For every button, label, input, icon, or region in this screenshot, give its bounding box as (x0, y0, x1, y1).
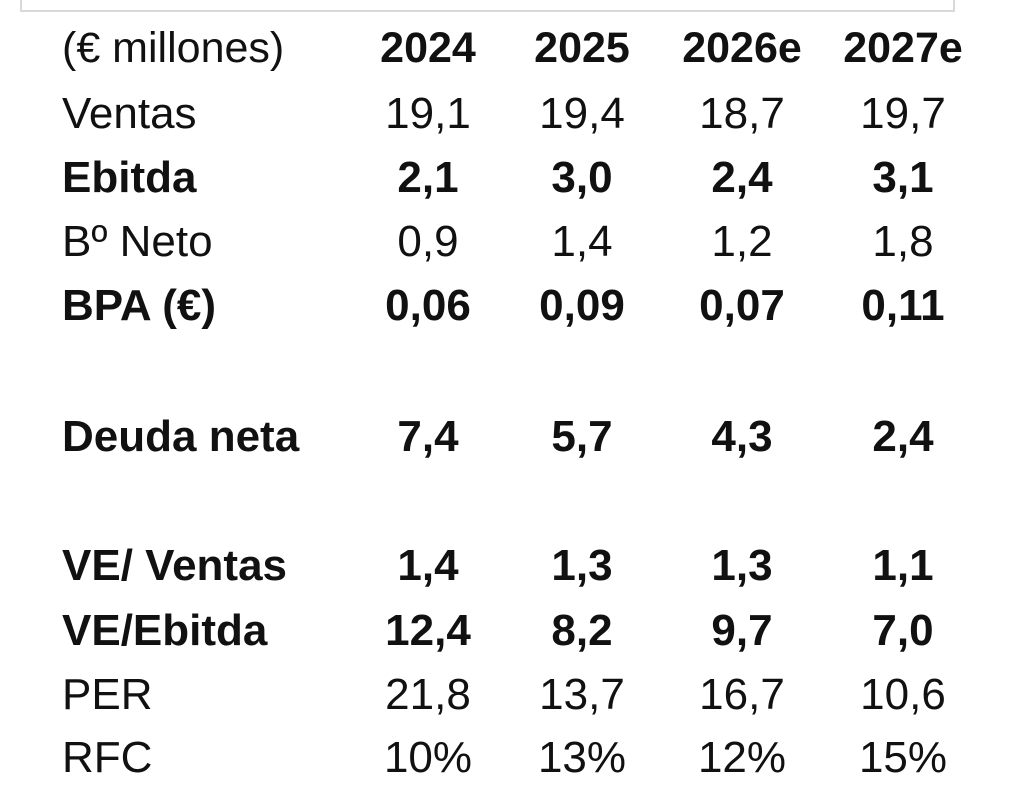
cell-2025: 13% (537, 733, 627, 782)
cell-2026e: 9,7 (711, 606, 773, 655)
cell-2024: 19,1 (385, 89, 471, 138)
cell-2027e: 10,6 (860, 670, 946, 719)
table-row-ventas: Ventas 19,1 19,4 18,7 19,7 (0, 84, 1025, 144)
cell-2027e: 1,1 (872, 541, 934, 590)
cell-2025: 5,7 (551, 412, 613, 461)
cell-2024: 7,4 (397, 412, 459, 461)
cell-2025: 0,09 (539, 281, 625, 330)
cell-2027e: 19,7 (860, 89, 946, 138)
cell-2026e: 18,7 (699, 89, 785, 138)
cell-2027e: 1,8 (872, 217, 934, 266)
row-label: Bº Neto (62, 217, 213, 266)
cell-2027e: 3,1 (872, 153, 934, 202)
cell-2024: 0,06 (385, 281, 471, 330)
header-year-2024: 2024 (380, 24, 476, 72)
table-header-row: (€ millones) 2024 2025 2026e 2027e (0, 18, 1025, 78)
table-row-bpa: BPA (€) 0,06 0,09 0,07 0,11 (0, 276, 1025, 336)
header-units-label: (€ millones) (62, 24, 285, 72)
row-label: RFC (62, 733, 153, 782)
row-label: VE/Ebitda (62, 606, 268, 655)
cell-2024: 1,4 (397, 541, 459, 590)
table-row-per: PER 21,8 13,7 16,7 10,6 (0, 665, 1025, 725)
cell-2026e: 16,7 (699, 670, 785, 719)
cell-2026e: 0,07 (699, 281, 785, 330)
cell-2027e: 0,11 (861, 281, 945, 330)
row-label: BPA (€) (62, 281, 216, 330)
cell-2026e: 2,4 (711, 153, 773, 202)
cell-2027e: 7,0 (872, 606, 934, 655)
cell-2026e: 4,3 (711, 412, 773, 461)
cell-2025: 8,2 (551, 606, 613, 655)
cell-2026e: 12% (697, 733, 787, 782)
cell-2024: 0,9 (397, 217, 459, 266)
cell-2024: 10% (383, 733, 473, 782)
cell-2025: 1,3 (551, 541, 613, 590)
cell-2027e: 15% (858, 733, 948, 782)
table-row-ve-ebitda: VE/Ebitda 12,4 8,2 9,7 7,0 (0, 601, 1025, 661)
table-row-deuda-neta: Deuda neta 7,4 5,7 4,3 2,4 (0, 407, 1025, 467)
row-label: Ebitda (62, 153, 197, 202)
header-year-2026e: 2026e (682, 24, 802, 72)
cell-2026e: 1,2 (711, 217, 773, 266)
cell-2025: 19,4 (539, 89, 625, 138)
row-label: PER (62, 670, 153, 719)
table-row-rfc: RFC 10% 13% 12% 15% (0, 728, 1025, 785)
cell-2024: 21,8 (385, 670, 471, 719)
cell-2025: 13,7 (539, 670, 625, 719)
cell-2027e: 2,4 (872, 412, 934, 461)
header-year-2027e: 2027e (843, 24, 963, 72)
table-row-ebitda: Ebitda 2,1 3,0 2,4 3,1 (0, 148, 1025, 208)
table-row-beneficio-neto: Bº Neto 0,9 1,4 1,2 1,8 (0, 212, 1025, 272)
cell-2024: 2,1 (397, 153, 459, 202)
table-row-ve-ventas: VE/ Ventas 1,4 1,3 1,3 1,1 (0, 536, 1025, 596)
cell-2025: 1,4 (551, 217, 613, 266)
header-year-2025: 2025 (534, 24, 630, 72)
row-label: VE/ Ventas (62, 541, 288, 590)
top-frame-border (20, 0, 955, 12)
cell-2024: 12,4 (385, 606, 471, 655)
row-label: Deuda neta (62, 412, 300, 461)
cell-2026e: 1,3 (711, 541, 773, 590)
cell-2025: 3,0 (551, 153, 613, 202)
row-label: Ventas (62, 89, 197, 138)
